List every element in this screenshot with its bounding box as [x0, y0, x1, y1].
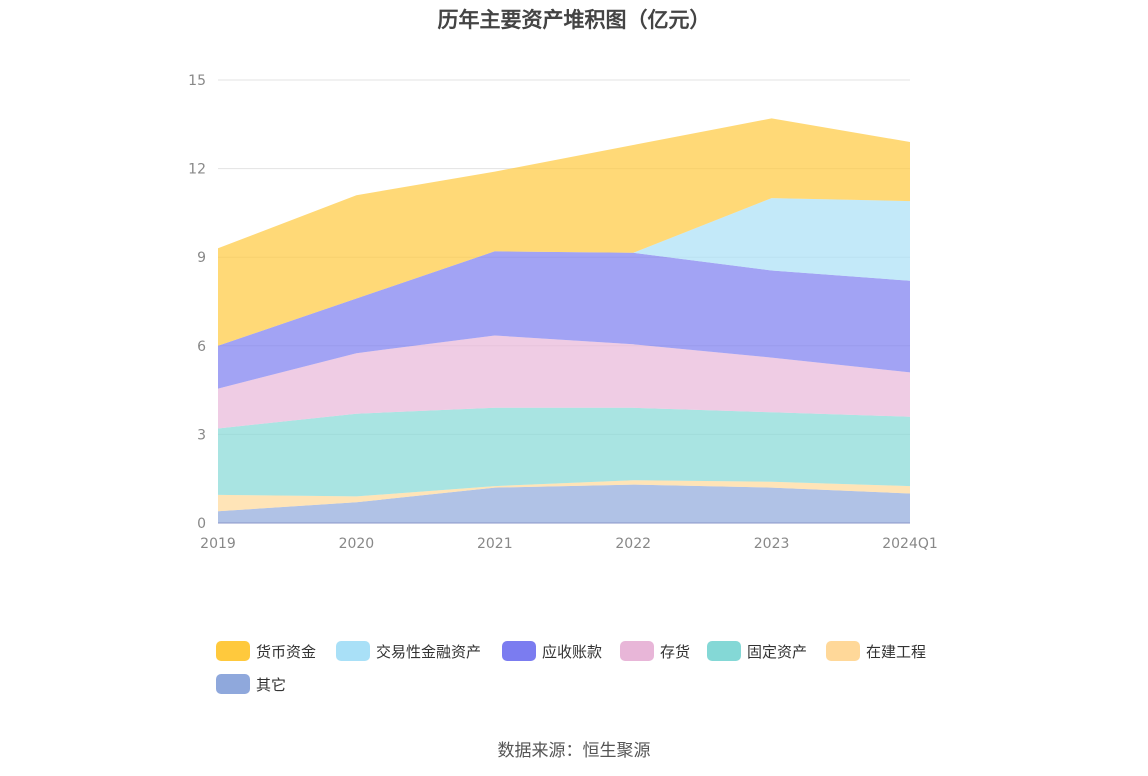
legend-label: 货币资金 [256, 642, 317, 661]
legend-item[interactable]: 其它 [216, 671, 286, 697]
y-tick-label: 0 [197, 516, 206, 532]
y-tick-label: 15 [188, 73, 206, 89]
x-tick-label: 2024Q1 [882, 536, 938, 552]
area-series-6 [218, 118, 910, 346]
legend-label: 存货 [660, 642, 691, 661]
legend-swatch [707, 641, 741, 661]
y-tick-label: 6 [197, 339, 206, 355]
legend-item[interactable]: 货币资金 [216, 638, 316, 664]
legend-swatch [216, 674, 250, 694]
legend-swatch [620, 641, 654, 661]
legend-label: 其它 [256, 675, 287, 694]
legend-swatch [336, 641, 370, 661]
chart-title: 历年主要资产堆积图（亿元） [437, 8, 711, 32]
legend-label: 交易性金融资产 [376, 642, 482, 661]
x-tick-label: 2023 [754, 536, 790, 552]
legend-item[interactable]: 固定资产 [707, 638, 807, 664]
legend-item[interactable]: 在建工程 [826, 638, 926, 664]
legend-swatch [216, 641, 250, 661]
chart-area: 0 3 6 9 12 15 2019 2020 2021 2022 2023 2024Q1 [188, 73, 938, 552]
y-tick-label: 9 [197, 250, 206, 266]
area-series-4 [218, 251, 910, 389]
area-series-0 [218, 484, 910, 523]
axes: 0 3 6 9 12 15 2019 2020 2021 2022 2023 2024Q1 [188, 73, 938, 552]
legend-label: 固定资产 [747, 642, 808, 661]
legend-item[interactable]: 存货 [620, 638, 690, 664]
x-tick-label: 2022 [615, 536, 651, 552]
y-tick-label: 3 [197, 427, 206, 443]
legend-swatch [826, 641, 860, 661]
area-series-2 [218, 407, 910, 497]
area-series-5 [218, 198, 910, 346]
legend-item[interactable]: 交易性金融资产 [336, 638, 481, 664]
source-note: 数据来源：恒生聚源 [497, 741, 651, 761]
legend-swatch [502, 641, 536, 661]
legend-label: 应收账款 [542, 642, 603, 661]
x-tick-label: 2021 [477, 536, 513, 552]
area-series-3 [218, 335, 910, 429]
legend-item[interactable]: 应收账款 [502, 638, 602, 664]
legend-label: 在建工程 [866, 642, 927, 661]
area-series [218, 118, 910, 523]
y-tick-label: 12 [188, 162, 206, 178]
x-tick-label: 2020 [339, 536, 375, 552]
x-tick-label: 2019 [200, 536, 236, 552]
